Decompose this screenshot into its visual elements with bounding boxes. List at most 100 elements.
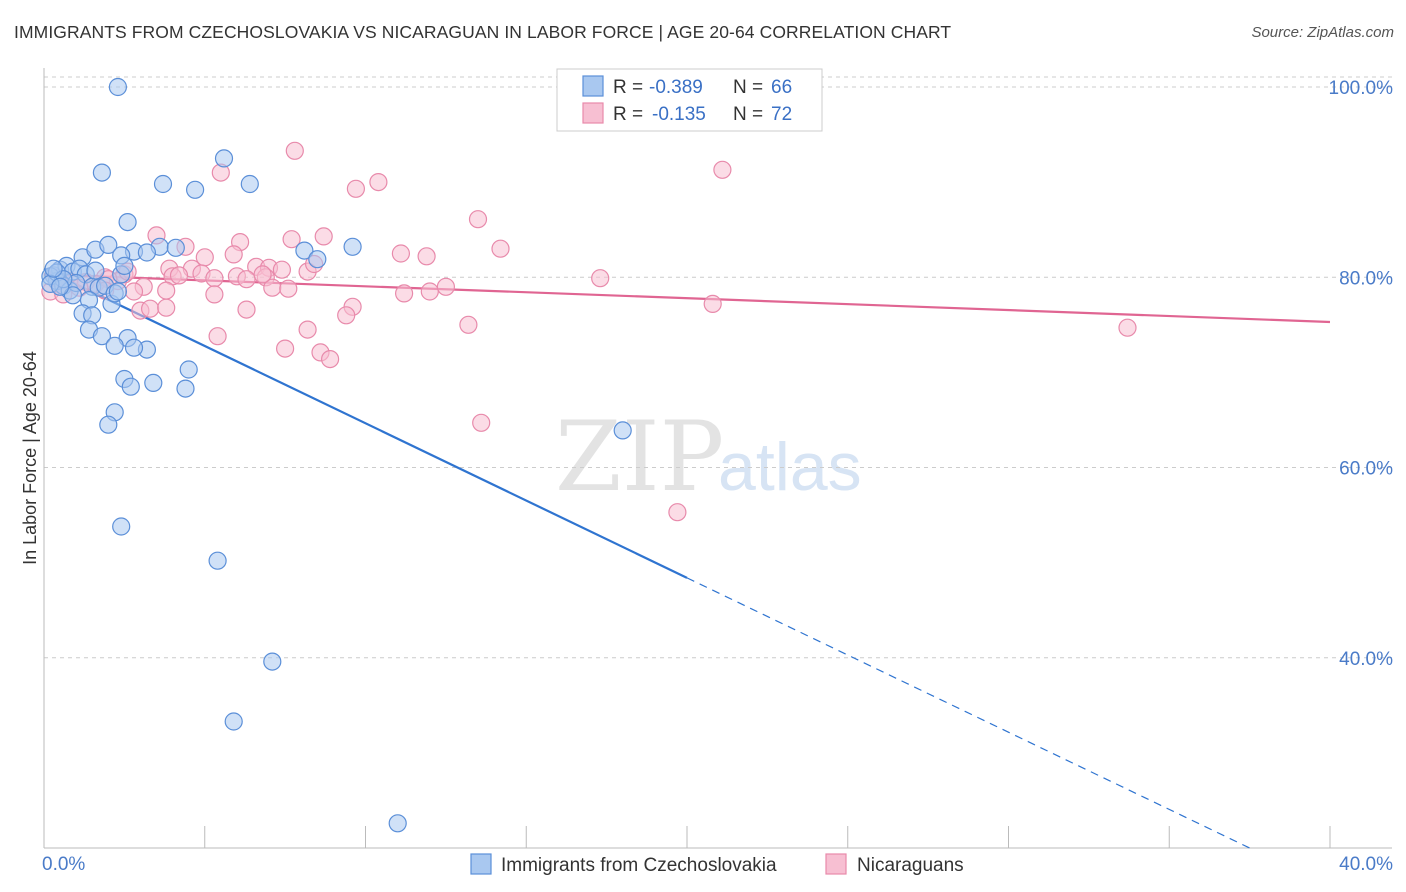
series-swatch-nicaraguans	[825, 853, 847, 875]
point-czechoslovakia	[92, 327, 112, 346]
y-tick-label: 60.0%	[1339, 459, 1393, 480]
point-nicaraguans	[285, 141, 304, 160]
point-nicaraguans	[276, 339, 295, 358]
point-czechoslovakia	[295, 241, 314, 260]
point-czechoslovakia	[186, 180, 205, 199]
point-czechoslovakia	[44, 259, 63, 278]
point-nicaraguans	[337, 306, 356, 325]
point-nicaraguans	[346, 179, 365, 198]
point-czechoslovakia	[263, 652, 282, 671]
trend-line-czechoslovakia	[43, 267, 688, 579]
point-czechoslovakia	[124, 338, 144, 357]
point-nicaraguans	[279, 279, 298, 298]
point-czechoslovakia	[153, 174, 173, 194]
point-nicaraguans	[157, 298, 176, 317]
point-czechoslovakia	[99, 415, 118, 434]
point-nicaraguans	[459, 315, 478, 334]
point-czechoslovakia	[308, 250, 327, 269]
point-czechoslovakia	[388, 814, 407, 833]
y-tick-label: 80.0%	[1339, 268, 1393, 289]
legend-n-value-1: 66	[771, 77, 792, 98]
point-nicaraguans	[237, 270, 256, 289]
point-nicaraguans	[703, 294, 722, 313]
point-nicaraguans	[1118, 318, 1137, 337]
legend-n-label-2: N =	[733, 104, 763, 125]
point-nicaraguans	[591, 269, 610, 288]
x-tick-label: 0.0%	[42, 854, 85, 875]
series-label-nicaraguans: Nicaraguans	[857, 855, 964, 876]
trend-lines	[43, 267, 1331, 849]
point-czechoslovakia	[118, 213, 137, 232]
legend-n-label-1: N =	[733, 77, 763, 98]
legend-r-label-1: R =	[613, 77, 643, 98]
point-nicaraguans	[395, 284, 414, 303]
chart-title: IMMIGRANTS FROM CZECHOSLOVAKIA VS NICARA…	[14, 22, 952, 42]
y-axis-label: In Labor Force | Age 20-64	[20, 351, 40, 565]
point-nicaraguans	[272, 260, 291, 279]
point-nicaraguans	[237, 300, 256, 319]
legend-r-value-2: -0.135	[652, 104, 706, 125]
legend-r-value-1: -0.389	[649, 77, 703, 98]
point-nicaraguans	[314, 227, 333, 246]
point-czechoslovakia	[224, 712, 243, 731]
point-czechoslovakia	[208, 551, 227, 570]
point-nicaraguans	[205, 269, 224, 288]
point-czechoslovakia	[137, 243, 156, 262]
point-czechoslovakia	[240, 174, 259, 194]
point-czechoslovakia	[105, 336, 124, 355]
point-czechoslovakia	[92, 163, 112, 182]
point-nicaraguans	[391, 244, 410, 263]
point-nicaraguans	[169, 266, 189, 285]
point-czechoslovakia	[343, 237, 362, 256]
point-nicaraguans	[124, 282, 144, 301]
series-legend: Immigrants from Czechoslovakia Nicaragua…	[470, 853, 964, 876]
point-nicaraguans	[491, 239, 510, 258]
trend-line-czechoslovakia-extrapolated	[686, 577, 1250, 849]
point-czechoslovakia	[176, 379, 195, 398]
data-points	[41, 77, 1137, 833]
point-czechoslovakia	[144, 373, 163, 392]
point-nicaraguans	[436, 277, 455, 296]
point-nicaraguans	[253, 265, 272, 284]
point-nicaraguans	[668, 503, 687, 522]
point-nicaraguans	[321, 350, 340, 369]
axes	[43, 68, 1392, 849]
source-credit: Source: ZipAtlas.com	[1251, 24, 1394, 41]
x-tick-label: 40.0%	[1339, 854, 1393, 875]
series-label-czechoslovakia: Immigrants from Czechoslovakia	[501, 855, 777, 876]
point-czechoslovakia	[112, 517, 131, 536]
legend-r-label-2: R =	[613, 104, 643, 125]
point-nicaraguans	[298, 320, 317, 339]
point-czechoslovakia	[50, 277, 70, 296]
tick-labels: 100.0% 80.0% 60.0% 40.0% 0.0% 40.0%	[42, 78, 1393, 875]
point-nicaraguans	[282, 230, 301, 249]
point-nicaraguans	[713, 160, 732, 179]
point-nicaraguans	[208, 327, 227, 346]
y-tick-label: 100.0%	[1329, 78, 1394, 99]
watermark: ZIP atlas	[555, 401, 862, 513]
watermark-atlas: atlas	[718, 429, 862, 505]
point-nicaraguans	[468, 210, 488, 229]
point-nicaraguans	[141, 299, 160, 318]
point-nicaraguans	[472, 413, 491, 432]
point-czechoslovakia	[115, 256, 134, 275]
point-czechoslovakia	[86, 261, 105, 280]
point-nicaraguans	[417, 247, 436, 266]
point-czechoslovakia	[121, 377, 140, 396]
point-czechoslovakia	[613, 421, 632, 440]
legend-swatch-pink	[582, 102, 604, 124]
point-czechoslovakia	[214, 149, 234, 168]
series-swatch-czechoslovakia	[470, 853, 492, 875]
point-nicaraguans	[157, 281, 176, 300]
legend-swatch-blue	[582, 75, 604, 97]
point-czechoslovakia	[108, 77, 128, 97]
y-tick-label: 40.0%	[1339, 649, 1393, 670]
point-nicaraguans	[420, 282, 439, 301]
watermark-zip: ZIP	[555, 401, 724, 513]
point-nicaraguans	[369, 173, 388, 192]
point-nicaraguans	[224, 245, 243, 264]
point-czechoslovakia	[166, 238, 185, 257]
point-czechoslovakia	[99, 235, 118, 254]
point-nicaraguans	[205, 285, 224, 304]
point-czechoslovakia	[179, 360, 198, 379]
